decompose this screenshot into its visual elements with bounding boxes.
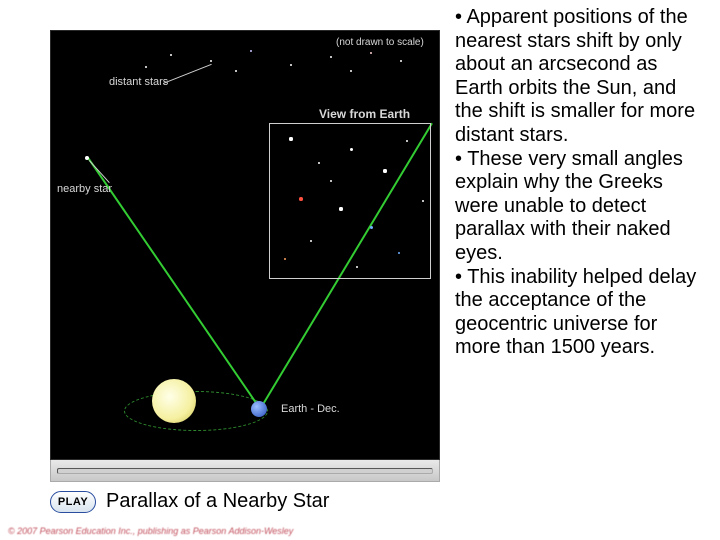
star-dot: [350, 148, 353, 151]
star-dot: [350, 70, 352, 72]
label-view-from-earth: View from Earth: [319, 107, 410, 121]
pointer-line: [89, 160, 110, 183]
star-dot: [400, 60, 402, 62]
sun: [152, 379, 196, 423]
earth: [251, 401, 267, 417]
star-dot: [170, 54, 172, 56]
star-dot: [289, 137, 292, 140]
star-dot: [145, 66, 147, 68]
label-earth-dec: Earth - Dec.: [281, 403, 340, 415]
star-dot: [290, 64, 292, 66]
left-column: (not drawn to scale) distant stars nearby …: [0, 0, 455, 540]
star-dot: [330, 56, 333, 59]
right-column: • Apparent positions of the nearest star…: [455, 0, 720, 540]
star-dot: [383, 169, 386, 172]
star-dot: [210, 60, 213, 63]
star-dot: [299, 197, 303, 201]
slide: (not drawn to scale) distant stars nearby …: [0, 0, 720, 540]
media-playbar[interactable]: [50, 460, 440, 482]
star-dot: [250, 50, 252, 52]
star-dot: [339, 207, 342, 210]
label-distant-stars: distant stars: [109, 76, 168, 88]
star-dot: [370, 226, 373, 229]
star-dot: [235, 70, 237, 72]
label-not-to-scale: (not drawn to scale): [336, 37, 424, 48]
parallax-figure: (not drawn to scale) distant stars nearby …: [50, 30, 440, 460]
copyright-text: © 2007 Pearson Education Inc., publishin…: [8, 526, 293, 536]
play-button[interactable]: PLAY: [50, 491, 96, 513]
bullet-item: • This inability helped delay the accept…: [455, 266, 708, 360]
figure-caption: Parallax of a Nearby Star: [106, 490, 329, 513]
sight-line: [87, 157, 260, 409]
playbar-track[interactable]: [57, 468, 433, 474]
star-dot: [85, 156, 89, 160]
bullet-item: • Apparent positions of the nearest star…: [455, 6, 708, 148]
pointer-line: [163, 64, 211, 84]
bullet-list: • Apparent positions of the nearest star…: [455, 6, 708, 360]
view-from-earth-box: [269, 123, 431, 279]
star-dot: [370, 52, 372, 54]
earth-orbit: [124, 391, 268, 431]
caption-row: PLAY Parallax of a Nearby Star: [50, 490, 440, 513]
label-nearby-star: nearby star: [57, 183, 112, 195]
bullet-item: • These very small angles explain why th…: [455, 148, 708, 266]
figure-wrap: (not drawn to scale) distant stars nearby …: [50, 30, 440, 513]
